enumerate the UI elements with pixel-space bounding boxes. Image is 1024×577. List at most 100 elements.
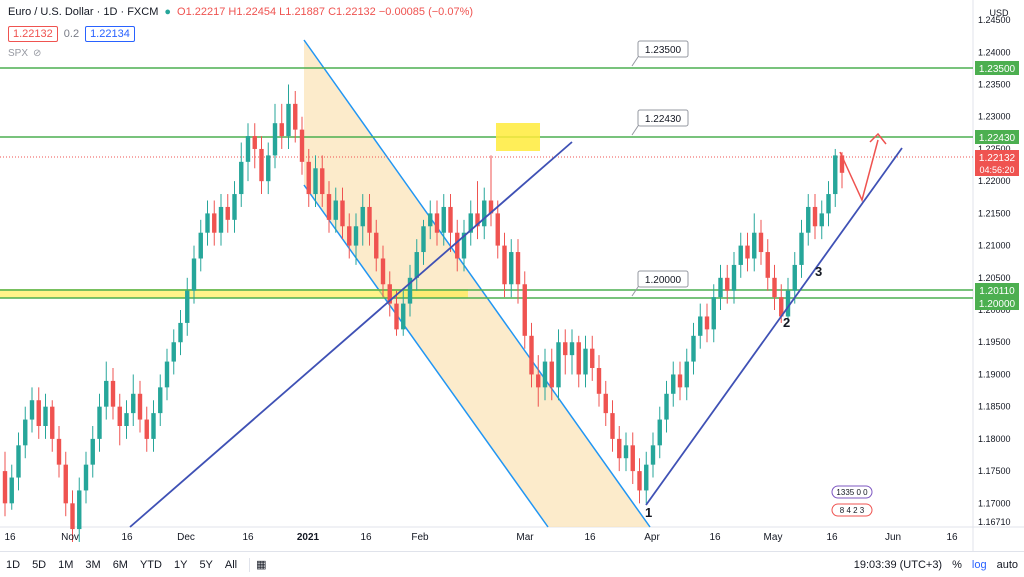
time-tick-label: 16 [709,532,721,543]
candle-body [738,245,743,265]
candle-body [630,445,635,472]
candle-body [637,471,642,491]
chart-legend: Euro / U.S. Dollar · 1D · FXCM ● O1.2221… [8,6,473,18]
candle-body [272,123,278,156]
candle-body [43,406,48,427]
candle-body [340,200,345,227]
bottom-toolbar: 1D 5D 1M 3M 6M YTD 1Y 5Y All ▦ 19:03:39 (UTC+3) … [0,551,1024,577]
time-tick-label: 16 [584,532,596,543]
candle-body [36,400,41,427]
candle-body [650,445,656,465]
candle-body [50,406,55,439]
percent-toggle[interactable]: % [952,558,962,571]
badge-level-1: 1.23500 [975,61,1019,75]
candle-body [509,252,514,285]
price-tick-label: 1.22500 [978,144,1011,154]
auto-toggle[interactable]: auto [996,558,1018,571]
symbol-title[interactable]: Euro / U.S. Dollar · 1D · FXCM [8,6,159,18]
candle-body [596,368,602,394]
price-tick-label: 1.24500 [978,15,1011,25]
candle-body [56,438,62,465]
candle-body [124,413,129,427]
timeframe-button-5d[interactable]: 5D [32,558,47,571]
price-tick-label: 1.20000 [978,305,1011,315]
candle-body [495,213,500,246]
callout-label: 1.20000 [645,275,682,286]
candle-body [839,155,845,173]
rising-trend-line-wave[interactable] [645,147,903,506]
candle-body [104,380,109,407]
date-range-icon[interactable]: ▦ [256,559,267,571]
wave-label-2: 2 [783,315,790,330]
badge-level-2: 1.22430 [975,130,1019,144]
candle-body [549,361,554,388]
callout-level-3[interactable]: 1.20000 [631,270,689,297]
compare-symbol[interactable]: SPX [8,48,29,59]
candle-body [144,419,149,439]
sell-price-button[interactable]: 1.22132 [8,26,58,42]
badge-level-4: 1.20000 [975,296,1019,310]
time-axis[interactable]: 16 Nov 16 Dec 16 2021 16 Feb Mar 16 Apr 16 May 16 Jun 1… [4,532,958,543]
time-tick-label: Feb [411,532,429,543]
price-axis[interactable]: 1.24500 1.24000 1.23500 1.23000 1.22500 1.220… [978,15,1011,527]
candle-body [617,438,622,459]
candle-body [833,155,838,195]
callout-level-1[interactable]: 1.23500 [631,40,689,67]
timeframe-button-all[interactable]: All [224,558,238,571]
candle-body [191,258,197,291]
timeframe-button-ytd[interactable]: YTD [139,558,162,571]
quote-row: 1.22132 0.2 1.22134 [8,26,135,42]
timeframe-button-1m[interactable]: 1M [58,558,74,571]
hidden-eye-icon[interactable]: ⊘ [33,48,42,59]
candle-body [542,361,548,388]
price-tick-label: 1.21000 [978,241,1011,251]
candle-body [151,413,156,439]
buy-price-button[interactable]: 1.22134 [85,26,135,42]
candle-body [725,277,730,291]
candle-body [131,393,136,414]
clock[interactable]: 19:03:39 (UTC+3) [853,558,943,571]
candle-body [90,438,95,465]
candle-body [475,213,480,227]
callout-level-2[interactable]: 1.22430 [631,109,689,136]
ideas-icon[interactable]: 1335 0 0 8 4 2 3 [831,485,873,517]
highlight-box[interactable] [496,123,540,151]
svg-text:04:56:20: 04:56:20 [979,165,1014,175]
candle-body [414,252,419,278]
candle-body [792,264,797,291]
candle-body [347,226,352,246]
candle-body [718,277,723,298]
candle-body [232,194,237,220]
candlestick-series [2,84,845,542]
candle-body [407,277,413,304]
svg-text:1.22132: 1.22132 [979,153,1016,164]
channel-upper-line[interactable] [303,39,651,528]
candle-body [677,374,683,388]
candle-body [164,361,170,388]
svg-text:1335 0 0: 1335 0 0 [836,488,868,497]
timeframe-button-1d[interactable]: 1D [6,558,21,571]
candle-body [441,206,446,233]
log-toggle[interactable]: log [971,558,987,571]
eye-icon[interactable]: ● [164,6,172,18]
price-chart[interactable]: 1.23500 1.22430 1.20000 1 2 3 1335 0 0 8… [0,0,1024,551]
candle-body [259,148,264,182]
candle-body [353,226,359,246]
timeframe-button-1y[interactable]: 1Y [173,558,188,571]
timeframe-button-6m[interactable]: 6M [112,558,128,571]
candle-body [448,206,453,233]
candle-body [698,316,703,336]
timeframe-button-3m[interactable]: 3M [85,558,101,571]
price-tick-label: 1.17000 [978,498,1011,508]
candle-body [286,103,291,137]
channel-lower-line[interactable] [303,184,549,528]
candle-body [117,406,122,427]
candle-body [23,419,28,446]
timeframe-button-5y[interactable]: 5Y [199,558,213,571]
svg-text:1.20000: 1.20000 [979,299,1016,310]
candle-body [806,206,811,233]
rising-trend-line-long[interactable] [129,141,573,528]
candle-body [252,136,257,149]
candle-body [374,232,379,259]
candle-body [245,136,251,162]
